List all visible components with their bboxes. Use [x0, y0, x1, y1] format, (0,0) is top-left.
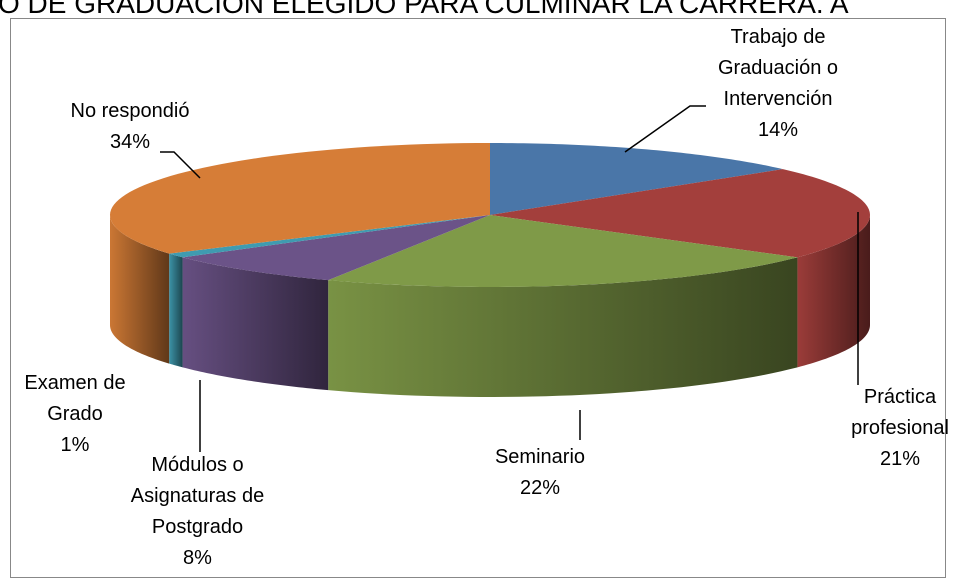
slice-side [797, 215, 870, 368]
value-label: 22% [519, 477, 561, 499]
slice-side [169, 253, 183, 368]
category-name: Trabajo de Graduación o Intervención [717, 26, 839, 110]
slice-top [490, 143, 783, 215]
chart-title: O DE GRADUACIÓN ELEGIDO PARA CULMINAR LA… [0, 0, 849, 19]
value-label: 8% [183, 547, 212, 569]
leader-lines [160, 105, 859, 452]
slice-label: Examen de Grado 1% [10, 368, 140, 461]
leader-line [624, 105, 706, 153]
value-label: 21% [879, 448, 921, 470]
value-label: 14% [757, 119, 799, 141]
category-name: No respondió [70, 100, 190, 122]
slice [328, 215, 798, 397]
slice-label: Seminario 22% [470, 442, 610, 504]
slice-side [110, 215, 170, 364]
slice-label: No respondió 34% [50, 96, 210, 158]
slice-top [169, 215, 490, 258]
slice [110, 143, 491, 364]
category-name: Seminario [494, 446, 586, 468]
slice-top [490, 169, 870, 258]
slice-label: Práctica profesional 21% [842, 382, 958, 475]
pie [110, 143, 870, 397]
leader-line [160, 151, 201, 179]
slice-top [182, 215, 490, 281]
slice-top [110, 143, 491, 254]
slice-side [182, 257, 329, 391]
slice-label: Trabajo de Graduación o Intervención 14% [693, 22, 863, 146]
chart-frame [10, 18, 946, 578]
category-name: Examen de Grado [24, 372, 126, 425]
slice [169, 215, 490, 368]
slice-top [328, 215, 798, 287]
slice [182, 215, 490, 391]
slice-side [328, 257, 798, 397]
slice [490, 169, 870, 368]
category-name: Módulos o Asignaturas de Postgrado [130, 454, 265, 538]
value-label: 34% [109, 131, 151, 153]
slice [490, 143, 783, 215]
value-label: 1% [60, 434, 90, 456]
slice-label: Módulos o Asignaturas de Postgrado 8% [110, 450, 285, 574]
category-name: Práctica profesional [851, 386, 949, 439]
